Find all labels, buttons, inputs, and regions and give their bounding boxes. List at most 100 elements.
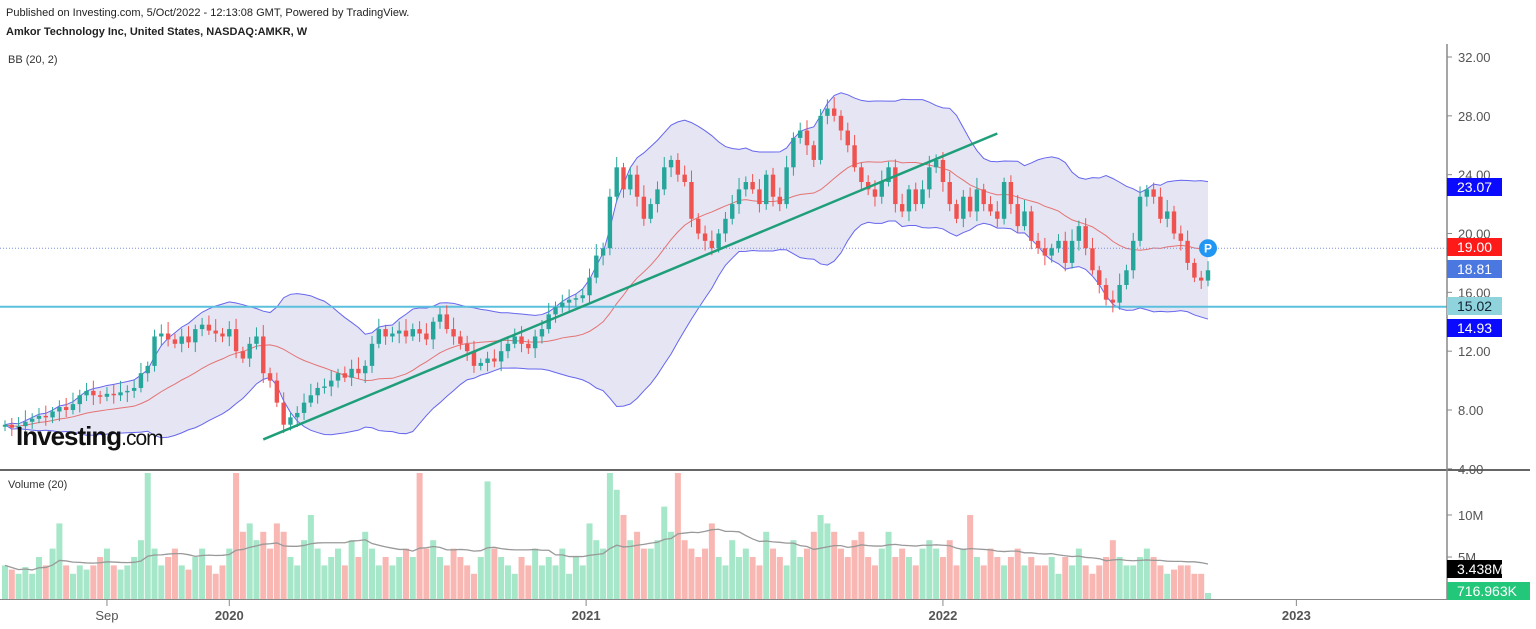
bollinger-legend[interactable]: BB (20, 2) [8, 54, 58, 66]
candle [295, 412, 300, 418]
candle [16, 426, 21, 428]
volume-bar [1130, 565, 1137, 599]
candle [254, 336, 259, 344]
candle [655, 189, 660, 205]
candle [723, 218, 728, 234]
candle [852, 145, 857, 168]
volume-bar [912, 565, 919, 599]
volume-bar [1143, 548, 1150, 599]
candle [29, 418, 35, 422]
candle [369, 343, 375, 366]
volume-bar [246, 523, 253, 599]
volume-bar [450, 548, 457, 599]
volume-bar [566, 573, 573, 599]
volume-bar [1184, 565, 1191, 599]
volume-bar [742, 548, 749, 599]
candle [356, 368, 361, 374]
volume-bar [355, 557, 362, 599]
candle [757, 189, 762, 205]
candle [1042, 248, 1048, 256]
volume-bar [294, 565, 301, 599]
volume-bar [552, 565, 559, 599]
candle [308, 395, 314, 403]
volume-bar [1137, 557, 1144, 599]
volume-bar [273, 523, 280, 599]
volume-bar [980, 565, 987, 599]
volume-bar [267, 548, 274, 599]
candle [607, 196, 613, 249]
candle [104, 393, 110, 397]
volume-bar [137, 540, 144, 599]
candle [526, 343, 531, 349]
candle [600, 248, 606, 256]
candle [716, 233, 721, 249]
logo-main: Investing [16, 421, 122, 451]
candle [1035, 240, 1041, 249]
volume-bar [953, 565, 960, 599]
candle [485, 358, 490, 363]
volume-bar [430, 540, 437, 599]
price-label: 19.00 [1457, 239, 1492, 255]
candle [1199, 277, 1204, 281]
candle [784, 167, 789, 205]
volume-legend[interactable]: Volume (20) [8, 479, 68, 491]
candle [1117, 284, 1122, 303]
candle [791, 137, 796, 168]
candle [91, 390, 96, 396]
volume-bar [1028, 557, 1035, 599]
volume-bar [97, 557, 104, 599]
chart-title: Amkor Technology Inc, United States, NAS… [6, 26, 308, 38]
volume-bar [369, 548, 376, 599]
candle [1063, 240, 1068, 263]
candle [1110, 299, 1116, 303]
volume-bar [600, 548, 607, 599]
volume-bar [1150, 557, 1157, 599]
volume-bar [321, 565, 328, 599]
volume-bar [1171, 569, 1178, 599]
candle [1076, 226, 1082, 241]
volume-bar [171, 548, 178, 599]
candle [186, 336, 191, 343]
volume-label: 716.963K [1457, 583, 1518, 599]
volume-bar [851, 540, 858, 599]
candle [628, 174, 633, 190]
volume-bar [382, 557, 389, 599]
candle [403, 330, 409, 337]
volume-bar [715, 557, 722, 599]
candle [532, 336, 538, 349]
volume-bar [1205, 592, 1211, 599]
volume-bar [375, 565, 382, 599]
volume-bar [348, 540, 355, 599]
volume-bar [205, 565, 212, 599]
candle [267, 373, 273, 381]
price-label-bg [1447, 238, 1502, 256]
candle [838, 115, 844, 131]
candle [859, 167, 864, 183]
candle [682, 174, 687, 183]
candle [587, 277, 592, 296]
candle [641, 196, 647, 219]
candle [444, 314, 449, 330]
candle [709, 240, 715, 249]
candle [730, 204, 735, 219]
candle [220, 333, 225, 337]
volume-bar [804, 548, 810, 599]
candle [281, 402, 286, 425]
volume-bar [151, 548, 158, 599]
volume-bar [2, 565, 8, 599]
candle [865, 182, 871, 190]
candle [1144, 189, 1150, 197]
volume-bar [131, 557, 138, 599]
candle [621, 167, 626, 190]
candle [233, 329, 239, 352]
candle [193, 329, 198, 343]
volume-bar [518, 557, 525, 599]
investing-logo: Investing.com [16, 421, 164, 452]
candle [315, 387, 320, 396]
volume-bar [620, 515, 627, 599]
volume-tick-label: 10M [1458, 508, 1483, 523]
candle [329, 380, 334, 387]
candle [118, 392, 123, 396]
